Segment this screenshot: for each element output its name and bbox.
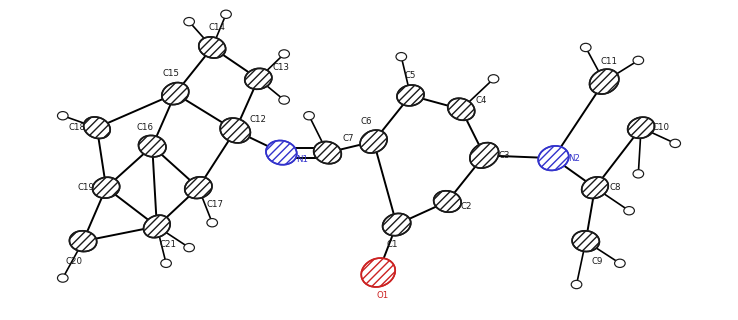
Text: N1: N1 bbox=[296, 156, 308, 164]
Ellipse shape bbox=[162, 83, 189, 105]
Ellipse shape bbox=[360, 130, 387, 153]
Ellipse shape bbox=[279, 96, 289, 104]
Ellipse shape bbox=[184, 18, 194, 26]
Ellipse shape bbox=[92, 177, 120, 198]
Text: C6: C6 bbox=[360, 117, 372, 126]
Text: C1: C1 bbox=[386, 240, 398, 249]
Ellipse shape bbox=[304, 112, 314, 120]
Text: C8: C8 bbox=[610, 183, 621, 192]
Text: N2: N2 bbox=[568, 154, 580, 163]
Text: C3: C3 bbox=[499, 151, 511, 160]
Ellipse shape bbox=[397, 85, 424, 106]
Text: C4: C4 bbox=[476, 96, 487, 105]
Text: C2: C2 bbox=[460, 202, 472, 211]
Text: C19: C19 bbox=[77, 183, 94, 192]
Ellipse shape bbox=[633, 170, 644, 178]
Ellipse shape bbox=[615, 259, 625, 268]
Text: C10: C10 bbox=[653, 123, 670, 132]
Text: C9: C9 bbox=[591, 257, 602, 266]
Ellipse shape bbox=[266, 140, 297, 165]
Ellipse shape bbox=[58, 112, 68, 120]
Text: C12: C12 bbox=[250, 115, 267, 124]
Ellipse shape bbox=[571, 280, 582, 289]
Ellipse shape bbox=[184, 177, 212, 198]
Ellipse shape bbox=[582, 177, 608, 198]
Ellipse shape bbox=[434, 191, 461, 212]
Ellipse shape bbox=[489, 75, 499, 83]
Ellipse shape bbox=[670, 139, 680, 148]
Ellipse shape bbox=[382, 213, 411, 236]
Ellipse shape bbox=[470, 143, 499, 168]
Text: C7: C7 bbox=[342, 134, 354, 143]
Text: C5: C5 bbox=[404, 71, 416, 80]
Ellipse shape bbox=[220, 118, 250, 143]
Text: C18: C18 bbox=[68, 123, 85, 132]
Text: O1: O1 bbox=[376, 291, 389, 300]
Ellipse shape bbox=[161, 259, 171, 268]
Text: C16: C16 bbox=[137, 123, 154, 132]
Ellipse shape bbox=[184, 244, 194, 252]
Ellipse shape bbox=[581, 43, 591, 52]
Text: C15: C15 bbox=[162, 69, 179, 78]
Ellipse shape bbox=[627, 117, 655, 138]
Ellipse shape bbox=[199, 37, 226, 58]
Ellipse shape bbox=[633, 56, 644, 65]
Ellipse shape bbox=[572, 231, 599, 252]
Text: C21: C21 bbox=[159, 240, 176, 249]
Ellipse shape bbox=[361, 258, 396, 287]
Ellipse shape bbox=[396, 52, 407, 61]
Ellipse shape bbox=[69, 231, 97, 252]
Ellipse shape bbox=[207, 219, 218, 227]
Ellipse shape bbox=[448, 98, 475, 120]
Text: C11: C11 bbox=[600, 57, 617, 66]
Ellipse shape bbox=[221, 10, 231, 19]
Text: C14: C14 bbox=[208, 23, 225, 32]
Ellipse shape bbox=[245, 68, 272, 89]
Text: C17: C17 bbox=[207, 200, 224, 209]
Ellipse shape bbox=[624, 207, 635, 215]
Ellipse shape bbox=[538, 146, 569, 171]
Ellipse shape bbox=[83, 117, 110, 139]
Text: C20: C20 bbox=[66, 257, 83, 266]
Text: C13: C13 bbox=[273, 63, 290, 72]
Ellipse shape bbox=[144, 215, 170, 238]
Ellipse shape bbox=[58, 274, 68, 282]
Ellipse shape bbox=[590, 69, 619, 94]
Ellipse shape bbox=[139, 135, 166, 157]
Ellipse shape bbox=[279, 50, 289, 58]
Ellipse shape bbox=[314, 141, 342, 164]
